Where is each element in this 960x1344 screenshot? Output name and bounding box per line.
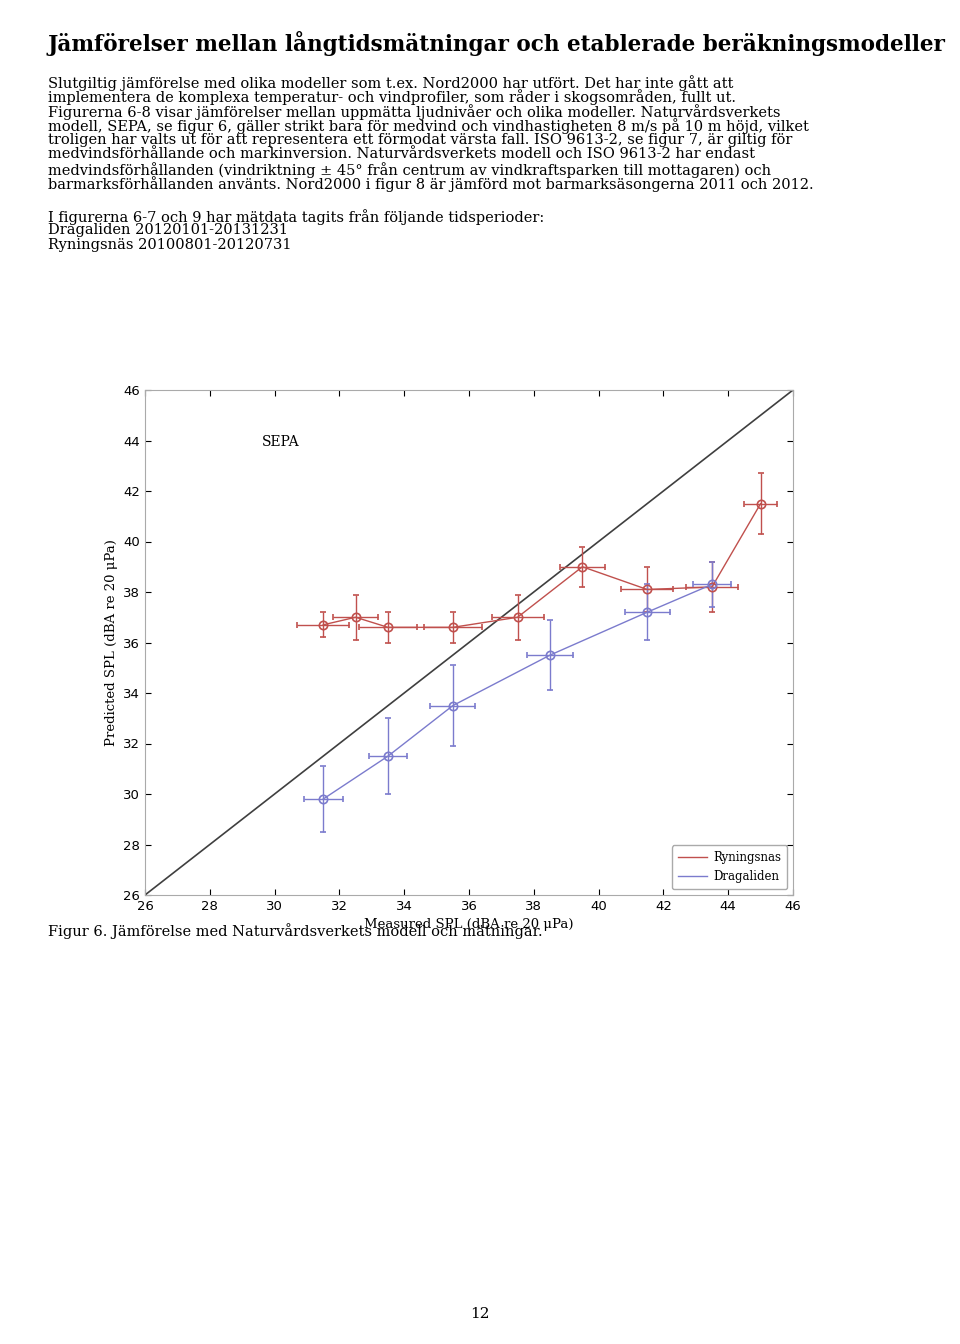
Text: 12: 12 (470, 1308, 490, 1321)
Text: Dragaliden 20120101-20131231: Dragaliden 20120101-20131231 (48, 223, 288, 238)
Text: implementera de komplexa temperatur- och vindprofiler, som råder i skogsområden,: implementera de komplexa temperatur- och… (48, 90, 736, 105)
Text: Figur 6. Jämförelse med Naturvårdsverkets modell och mätningar.: Figur 6. Jämförelse med Naturvårdsverket… (48, 923, 542, 939)
Text: Ryningsnäs 20100801-20120731: Ryningsnäs 20100801-20120731 (48, 238, 292, 251)
Text: medvindsförhållande och markinversion. Naturvårdsverkets modell och ISO 9613-2 h: medvindsförhållande och markinversion. N… (48, 148, 755, 161)
Text: I figurerna 6-7 och 9 har mätdata tagits från följande tidsperioder:: I figurerna 6-7 och 9 har mätdata tagits… (48, 208, 544, 224)
Text: barmarksförhållanden använts. Nord2000 i figur 8 är jämförd mot barmarksäsongern: barmarksförhållanden använts. Nord2000 i… (48, 176, 814, 192)
Text: modell, SEPA, se figur 6, gäller strikt bara för medvind och vindhastigheten 8 m: modell, SEPA, se figur 6, gäller strikt … (48, 118, 809, 134)
Text: Jämförelser mellan långtidsmätningar och etablerade beräkningsmodeller: Jämförelser mellan långtidsmätningar och… (48, 31, 946, 56)
Text: medvindsförhållanden (vindriktning ± 45° från centrum av vindkraftsparken till m: medvindsförhållanden (vindriktning ± 45°… (48, 161, 771, 177)
Y-axis label: Predicted SPL (dBA re 20 μPa): Predicted SPL (dBA re 20 μPa) (105, 539, 117, 746)
X-axis label: Measured SPL (dBA re 20 μPa): Measured SPL (dBA re 20 μPa) (364, 918, 574, 931)
Text: troligen har valts ut för att representera ett förmodat värsta fall. ISO 9613-2,: troligen har valts ut för att represente… (48, 133, 792, 146)
Text: Slutgiltig jämförelse med olika modeller som t.ex. Nord2000 har utfört. Det har : Slutgiltig jämförelse med olika modeller… (48, 75, 733, 91)
Text: Figurerna 6-8 visar jämförelser mellan uppmätta ljudnivåer och olika modeller. N: Figurerna 6-8 visar jämförelser mellan u… (48, 103, 780, 120)
Text: SEPA: SEPA (262, 435, 300, 449)
Legend: Ryningsnas, Dragaliden: Ryningsnas, Dragaliden (672, 845, 787, 890)
